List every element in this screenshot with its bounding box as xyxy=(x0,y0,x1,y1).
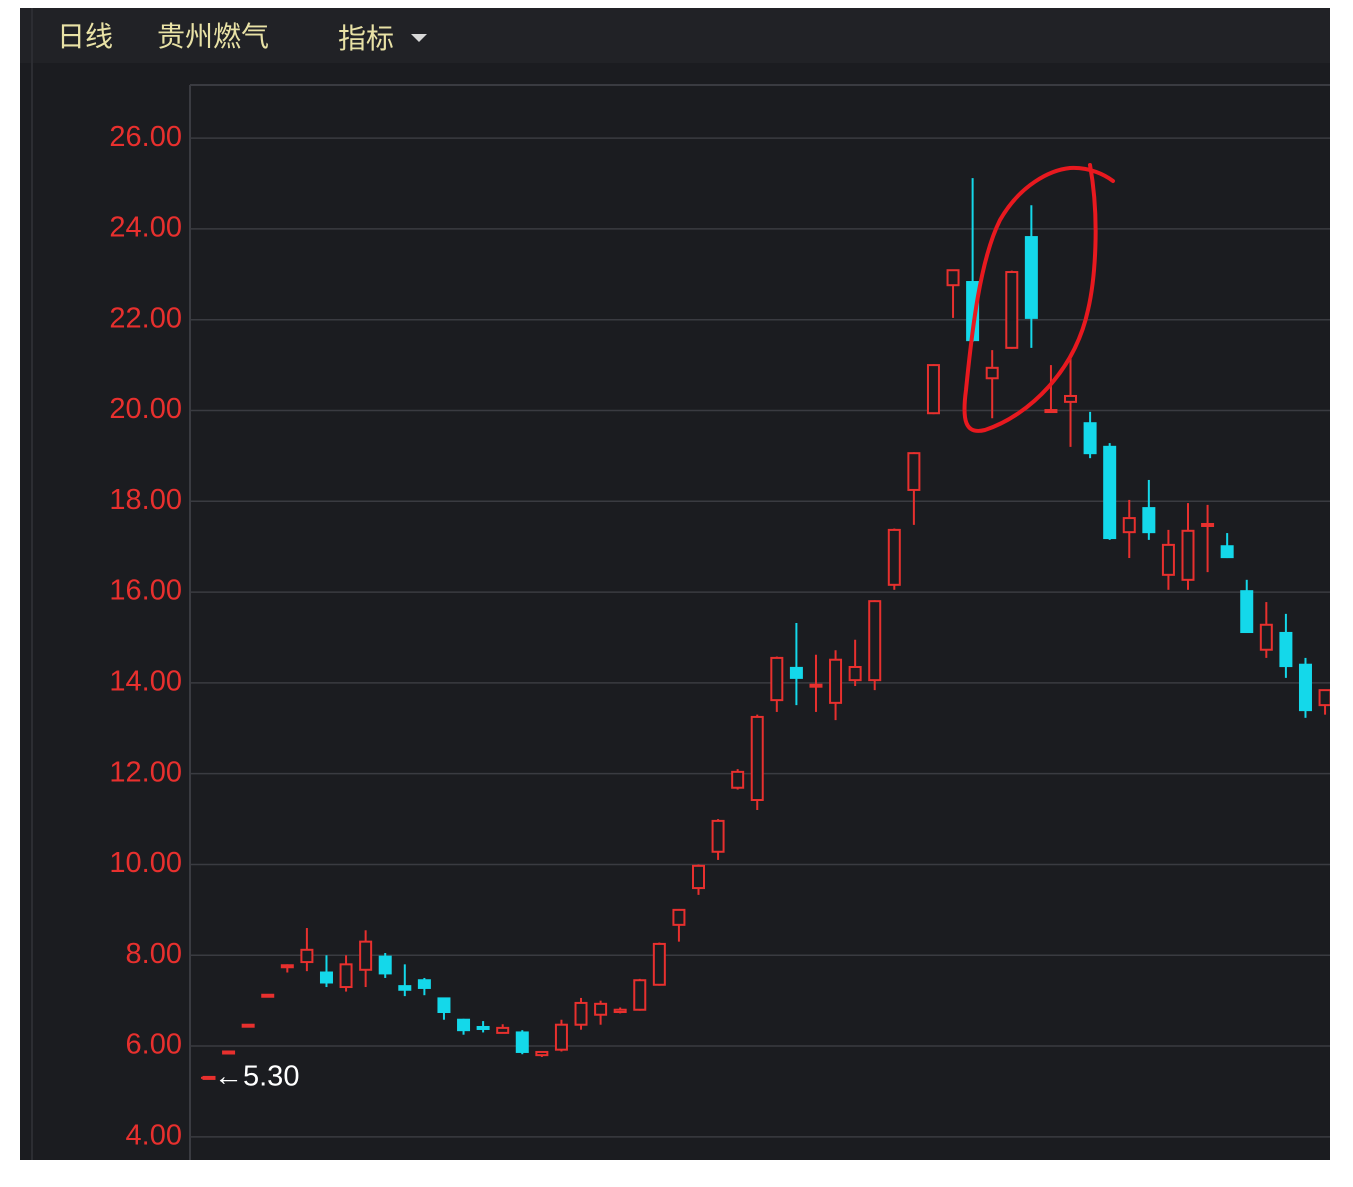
candle-body xyxy=(1201,522,1215,527)
panel xyxy=(20,8,1330,1160)
candle-body xyxy=(496,1026,510,1034)
candle-body xyxy=(1279,631,1293,668)
y-tick-label: 26.00 xyxy=(109,121,182,153)
candle-body xyxy=(887,528,901,586)
candle-body xyxy=(476,1025,490,1030)
candle-body xyxy=(1044,409,1058,414)
candle-body xyxy=(241,1023,255,1028)
candle-body xyxy=(731,770,745,789)
candle-body xyxy=(907,452,921,491)
candle-body xyxy=(750,715,764,802)
candle-body xyxy=(378,955,392,975)
candle-body xyxy=(300,948,314,964)
candle-body xyxy=(339,963,353,989)
candle-body xyxy=(789,666,803,679)
candle-body xyxy=(633,979,647,1011)
candle-body xyxy=(829,658,843,704)
candle-body xyxy=(1240,590,1254,634)
candle-body xyxy=(594,1002,608,1016)
candle-body xyxy=(868,600,882,682)
candle-body xyxy=(574,1001,588,1026)
y-tick-label: 16.00 xyxy=(109,575,182,607)
y-tick-label: 14.00 xyxy=(109,666,182,698)
y-tick-label: 6.00 xyxy=(126,1029,182,1061)
candle-body xyxy=(1142,507,1156,534)
candle-body xyxy=(926,364,940,415)
low-marker-label: ←5.30 xyxy=(214,1060,299,1092)
candle-body xyxy=(515,1031,529,1053)
candle-body xyxy=(1005,271,1019,349)
y-tick-label: 22.00 xyxy=(109,302,182,334)
candle-body xyxy=(711,819,725,853)
dropdown-arrow[interactable] xyxy=(411,34,427,42)
period[interactable]: 日线 xyxy=(57,20,113,53)
candle-body xyxy=(417,979,431,989)
candle-body xyxy=(280,964,294,969)
candle-body xyxy=(1161,543,1175,576)
candle-body xyxy=(613,1008,627,1014)
candle-body xyxy=(359,940,373,971)
candle-body xyxy=(1103,445,1117,540)
candle-body xyxy=(535,1050,549,1057)
candle-body xyxy=(554,1023,568,1051)
toolbar xyxy=(20,8,1330,63)
candle-body xyxy=(1298,663,1312,712)
candle-body xyxy=(1024,236,1038,319)
candle-body xyxy=(1083,422,1097,455)
candle-body xyxy=(848,665,862,682)
candle-body xyxy=(770,656,784,702)
candle-body xyxy=(437,997,451,1014)
candle-body xyxy=(1122,517,1136,534)
candle-body xyxy=(672,908,686,926)
plot xyxy=(190,137,1330,1138)
indicator-menu[interactable]: 指标 xyxy=(338,22,394,55)
y-tick-label: 20.00 xyxy=(109,393,182,425)
candle-body xyxy=(946,269,960,287)
candle-body xyxy=(222,1050,236,1055)
candle-body xyxy=(457,1018,471,1032)
candle-body xyxy=(809,683,823,688)
stock-name: 贵州燃气 xyxy=(157,20,269,53)
candle-body xyxy=(1318,689,1330,707)
y-tick-label: 10.00 xyxy=(109,847,182,879)
candle-body xyxy=(652,942,666,986)
hand-drawn-circle xyxy=(962,163,1115,433)
y-tick-label: 18.00 xyxy=(109,484,182,516)
y-tick-label: 12.00 xyxy=(109,756,182,788)
candle-body xyxy=(1181,529,1195,581)
candle-body xyxy=(1064,394,1078,403)
candle-body xyxy=(319,971,333,984)
candle-body xyxy=(985,366,999,380)
candle-body xyxy=(1220,545,1234,559)
candle-body xyxy=(1259,623,1273,651)
y-tick-label: 8.00 xyxy=(126,938,182,970)
y-tick-label: 4.00 xyxy=(126,1120,182,1152)
candle-body xyxy=(398,985,412,991)
candle-body xyxy=(692,864,705,890)
candle-body xyxy=(261,993,275,998)
y-tick-label: 24.00 xyxy=(109,212,182,244)
